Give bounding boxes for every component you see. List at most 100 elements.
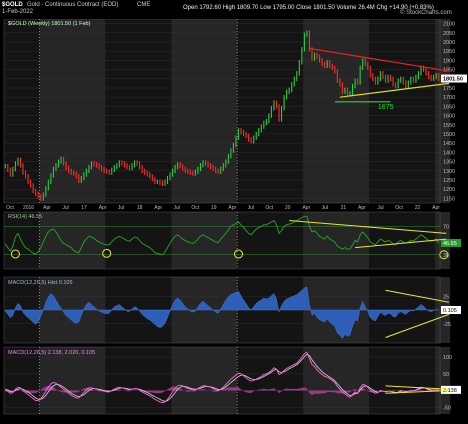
x-tick-label: Jul — [322, 205, 328, 211]
y-tick-label: 1750 — [443, 86, 455, 92]
year-band — [434, 19, 451, 203]
resistance-trendline — [309, 47, 449, 72]
macd1-title: MACD(12,26,5) Hist 0.105 — [8, 280, 73, 286]
panel-border — [3, 211, 441, 270]
y-tick-label: 100 — [443, 355, 452, 361]
x-tick-label: 17 — [81, 205, 87, 211]
x-tick-label: Jul — [377, 205, 383, 211]
y-tick-label: 2100 — [443, 22, 455, 28]
y-tick-label: -50 — [443, 405, 451, 411]
y-tick-label: 1350 — [443, 160, 455, 166]
y-tick-label: 1650 — [443, 104, 455, 110]
year-band — [303, 347, 370, 414]
y-tick-label: 1900 — [443, 58, 455, 64]
y-tick-label: 1600 — [443, 114, 455, 120]
x-tick-label: Oct — [191, 205, 199, 211]
year-band — [39, 19, 106, 203]
rsi-title: RSI(14) 46.55 — [8, 214, 42, 220]
y-tick-label: 1700 — [443, 95, 455, 101]
year-band — [39, 212, 106, 269]
x-tick-label: Oct — [6, 205, 14, 211]
rsi-marker: 46.55 — [443, 241, 457, 247]
x-tick-label: 20 — [285, 205, 291, 211]
rsi-rising-trendline — [355, 238, 447, 249]
description-label: Gold - Continuous Contract (EOD) — [27, 2, 119, 8]
macd-histogram-area — [5, 286, 439, 339]
price-legend: $GOLD (Weekly) 1801.50 (1 Feb) — [8, 21, 91, 27]
credit-label: © StockCharts.com — [400, 10, 452, 16]
y-tick-label: 1550 — [443, 123, 455, 129]
panel-border — [3, 346, 441, 415]
x-tick-label: Jul — [118, 205, 124, 211]
date-label: 1-Feb-2022 — [2, 9, 34, 15]
y-tick-label: 1150 — [443, 196, 455, 202]
year-band — [237, 347, 304, 414]
year-band — [4, 347, 40, 414]
x-tick-label: Apr — [228, 205, 236, 211]
year-band — [434, 347, 451, 414]
y-tick-label: 70 — [443, 224, 449, 230]
x-tick-label: Apr — [302, 205, 310, 211]
year-band — [237, 212, 304, 269]
x-tick-label: Apr — [154, 205, 162, 211]
rsi-oversold-circle — [233, 249, 243, 259]
x-tick-label: 19 — [211, 205, 217, 211]
y-tick-label: 2050 — [443, 31, 455, 37]
macd2-marker-box — [441, 385, 461, 394]
year-band — [303, 19, 370, 203]
year-band — [105, 212, 172, 269]
stats-label: Open 1792.60 High 1809.70 Low 1795.00 Cl… — [183, 5, 434, 11]
x-tick-label: Oct — [395, 205, 403, 211]
y-tick-label: 1300 — [443, 169, 455, 175]
year-band — [369, 212, 435, 269]
y-tick-label: 1250 — [443, 178, 455, 184]
rsi-falling-trendline — [289, 220, 447, 234]
y-tick-label: 1850 — [443, 68, 455, 74]
year-band — [105, 347, 172, 414]
symbol-label: $GOLD — [2, 2, 23, 8]
macd-upper-trendline — [385, 289, 449, 303]
x-tick-label: 21 — [341, 205, 347, 211]
macd2-title: MACD(12,26,5) 2.138, 2.026, 0.105 — [8, 350, 95, 356]
year-band — [171, 19, 238, 203]
year-band — [105, 19, 172, 203]
exchange-label: CME — [137, 2, 151, 8]
year-band — [4, 212, 40, 269]
price-marker-box — [441, 74, 467, 83]
y-tick-label: 1200 — [443, 187, 455, 193]
year-band — [369, 19, 435, 203]
x-tick-label: 22 — [415, 205, 421, 211]
x-tick-label: 18 — [137, 205, 143, 211]
year-band — [171, 347, 238, 414]
year-band — [303, 212, 370, 269]
x-tick-label: Apr — [99, 205, 107, 211]
x-tick-label: Jul — [248, 205, 254, 211]
x-tick-label: 2016 — [23, 205, 34, 211]
price-marker: 1801.50 — [443, 77, 463, 83]
macd2-upper-trendline — [385, 385, 449, 390]
year-band — [237, 19, 304, 203]
chart-header: $GOLD Gold - Continuous Contract (EOD) C… — [0, 0, 468, 19]
y-tick-label: 30 — [443, 253, 449, 259]
panel-border — [3, 18, 441, 204]
rsi-line — [4, 215, 440, 256]
y-tick-label: 1450 — [443, 141, 455, 147]
x-tick-label: Apr — [43, 205, 51, 211]
year-band — [39, 347, 106, 414]
rsi-oversold-circle — [102, 248, 112, 258]
x-tick-label: Jul — [173, 205, 179, 211]
macd-line — [5, 351, 439, 404]
x-tick-label: Apr — [432, 205, 440, 211]
macd-lower-trendline — [385, 313, 450, 338]
y-tick-label: 1950 — [443, 49, 455, 55]
x-tick-label: Apr — [358, 205, 366, 211]
y-tick-label: -25 — [443, 322, 451, 328]
macd2-lower-trendline — [385, 390, 449, 394]
macd1-marker-box — [441, 306, 461, 314]
rsi-marker-box — [441, 238, 461, 247]
x-tick-label: Jul — [62, 205, 68, 211]
y-tick-label: 1400 — [443, 150, 455, 156]
support-trendline — [339, 82, 449, 98]
macd2-histogram-area — [5, 385, 439, 396]
